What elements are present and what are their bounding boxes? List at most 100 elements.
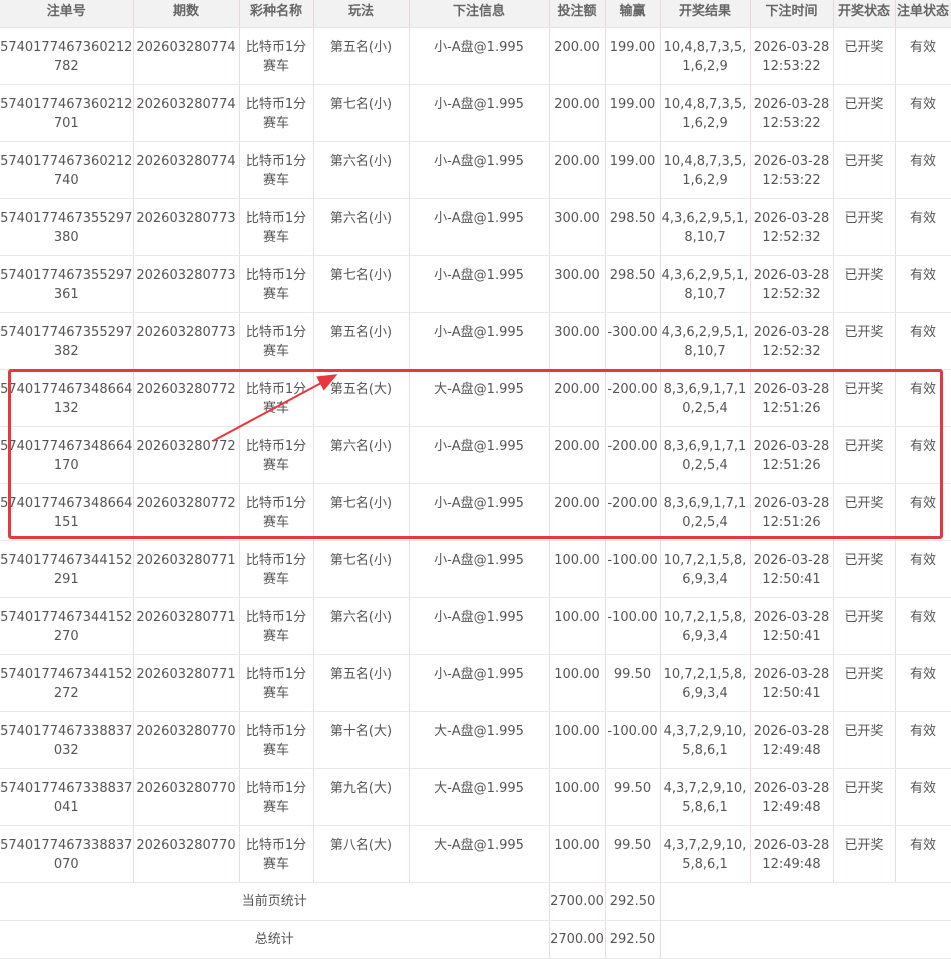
draw-result-cell: 10,4,8,7,3,5,1,6,2,9 bbox=[660, 84, 751, 142]
draw-result-cell: 4,3,7,2,9,10,5,8,6,1 bbox=[660, 711, 751, 769]
draw-result-cell: 4,3,6,2,9,5,1,8,10,7 bbox=[660, 255, 751, 313]
bet-time-cell: 2026-03-28 12:50:41 bbox=[750, 540, 834, 598]
period-cell: 202603280772 bbox=[133, 426, 240, 484]
column-header: 玩法 bbox=[313, 0, 410, 28]
table-row[interactable]: 5740177467348664132 202603280772 比特币1分赛车 第五… bbox=[0, 369, 951, 427]
bet-id-cell: 5740177467348664132 bbox=[0, 369, 134, 427]
lottery-name-cell: 比特币1分赛车 bbox=[239, 597, 314, 655]
period-cell: 202603280772 bbox=[133, 483, 240, 541]
lottery-name-cell: 比特币1分赛车 bbox=[239, 540, 314, 598]
draw-status-cell: 已开奖 bbox=[833, 27, 896, 85]
bet-time-cell: 2026-03-28 12:50:41 bbox=[750, 597, 834, 655]
bet-info-cell: 小-A盘@1.995 bbox=[409, 141, 550, 199]
bet-time-cell: 2026-03-28 12:53:22 bbox=[750, 84, 834, 142]
table-row[interactable]: 5740177467338837032 202603280770 比特币1分赛车 第十… bbox=[0, 711, 951, 769]
bet-info-cell: 大-A盘@1.995 bbox=[409, 711, 550, 769]
column-header: 期数 bbox=[133, 0, 240, 28]
lottery-name-cell: 比特币1分赛车 bbox=[239, 312, 314, 370]
lottery-name-cell: 比特币1分赛车 bbox=[239, 768, 314, 826]
bet-status-cell: 有效 bbox=[895, 825, 951, 883]
bet-amount-cell: 200.00 bbox=[549, 27, 606, 85]
draw-result-cell: 8,3,6,9,1,7,10,2,5,4 bbox=[660, 369, 751, 427]
bet-id-cell: 5740177467338837041 bbox=[0, 768, 134, 826]
period-cell: 202603280774 bbox=[133, 27, 240, 85]
column-header: 输赢 bbox=[605, 0, 661, 28]
bet-id-cell: 5740177467348664151 bbox=[0, 483, 134, 541]
table-row[interactable]: 5740177467338837041 202603280770 比特币1分赛车 第九… bbox=[0, 768, 951, 826]
play-type-cell: 第九名(大) bbox=[313, 768, 410, 826]
draw-result-cell: 4,3,6,2,9,5,1,8,10,7 bbox=[660, 198, 751, 256]
win-loss-cell: 199.00 bbox=[605, 27, 661, 85]
summary-profit: 292.50 bbox=[605, 920, 661, 959]
period-cell: 202603280773 bbox=[133, 312, 240, 370]
table-row[interactable]: 5740177467348664151 202603280772 比特币1分赛车 第七… bbox=[0, 483, 951, 541]
draw-result-cell: 4,3,6,2,9,5,1,8,10,7 bbox=[660, 312, 751, 370]
table-row[interactable]: 5740177467360212701 202603280774 比特币1分赛车 第七… bbox=[0, 84, 951, 142]
period-cell: 202603280774 bbox=[133, 141, 240, 199]
draw-status-cell: 已开奖 bbox=[833, 198, 896, 256]
win-loss-cell: -100.00 bbox=[605, 540, 661, 598]
summary-profit: 292.50 bbox=[605, 882, 661, 921]
period-cell: 202603280772 bbox=[133, 369, 240, 427]
bet-id-cell: 5740177467355297382 bbox=[0, 312, 134, 370]
play-type-cell: 第八名(大) bbox=[313, 825, 410, 883]
table-row[interactable]: 5740177467360212782 202603280774 比特币1分赛车 第五… bbox=[0, 27, 951, 85]
bet-time-cell: 2026-03-28 12:51:26 bbox=[750, 426, 834, 484]
draw-status-cell: 已开奖 bbox=[833, 141, 896, 199]
lottery-name-cell: 比特币1分赛车 bbox=[239, 198, 314, 256]
bet-info-cell: 小-A盘@1.995 bbox=[409, 597, 550, 655]
table-row[interactable]: 5740177467360212740 202603280774 比特币1分赛车 第六… bbox=[0, 141, 951, 199]
table-row[interactable]: 5740177467355297382 202603280773 比特币1分赛车 第五… bbox=[0, 312, 951, 370]
bet-time-cell: 2026-03-28 12:52:32 bbox=[750, 255, 834, 313]
draw-status-cell: 已开奖 bbox=[833, 825, 896, 883]
lottery-name-cell: 比特币1分赛车 bbox=[239, 27, 314, 85]
win-loss-cell: 298.50 bbox=[605, 255, 661, 313]
bet-status-cell: 有效 bbox=[895, 426, 951, 484]
table-row[interactable]: 5740177467355297361 202603280773 比特币1分赛车 第七… bbox=[0, 255, 951, 313]
bet-info-cell: 小-A盘@1.995 bbox=[409, 426, 550, 484]
bet-time-cell: 2026-03-28 12:53:22 bbox=[750, 141, 834, 199]
bet-info-cell: 大-A盘@1.995 bbox=[409, 825, 550, 883]
period-cell: 202603280771 bbox=[133, 654, 240, 712]
table-row[interactable]: 5740177467344152291 202603280771 比特币1分赛车 第七… bbox=[0, 540, 951, 598]
bet-id-cell: 5740177467355297361 bbox=[0, 255, 134, 313]
draw-status-cell: 已开奖 bbox=[833, 255, 896, 313]
period-cell: 202603280773 bbox=[133, 255, 240, 313]
bet-amount-cell: 200.00 bbox=[549, 483, 606, 541]
play-type-cell: 第六名(小) bbox=[313, 597, 410, 655]
bet-id-cell: 5740177467360212740 bbox=[0, 141, 134, 199]
play-type-cell: 第五名(小) bbox=[313, 312, 410, 370]
table-row[interactable]: 5740177467355297380 202603280773 比特币1分赛车 第六… bbox=[0, 198, 951, 256]
column-header: 开奖状态 bbox=[833, 0, 896, 28]
lottery-name-cell: 比特币1分赛车 bbox=[239, 84, 314, 142]
bet-status-cell: 有效 bbox=[895, 654, 951, 712]
bet-amount-cell: 100.00 bbox=[549, 711, 606, 769]
table-row[interactable]: 5740177467344152272 202603280771 比特币1分赛车 第五… bbox=[0, 654, 951, 712]
bet-time-cell: 2026-03-28 12:52:32 bbox=[750, 312, 834, 370]
table-row[interactable]: 5740177467338837070 202603280770 比特币1分赛车 第八… bbox=[0, 825, 951, 883]
draw-result-cell: 10,7,2,1,5,8,6,9,3,4 bbox=[660, 654, 751, 712]
bet-status-cell: 有效 bbox=[895, 198, 951, 256]
win-loss-cell: -200.00 bbox=[605, 369, 661, 427]
bet-info-cell: 大-A盘@1.995 bbox=[409, 768, 550, 826]
table-row[interactable]: 5740177467348664170 202603280772 比特币1分赛车 第六… bbox=[0, 426, 951, 484]
bet-id-cell: 5740177467338837032 bbox=[0, 711, 134, 769]
bet-info-cell: 小-A盘@1.995 bbox=[409, 483, 550, 541]
bet-amount-cell: 100.00 bbox=[549, 768, 606, 826]
bet-id-cell: 5740177467344152270 bbox=[0, 597, 134, 655]
draw-status-cell: 已开奖 bbox=[833, 312, 896, 370]
bet-time-cell: 2026-03-28 12:50:41 bbox=[750, 654, 834, 712]
column-header: 下注信息 bbox=[409, 0, 550, 28]
play-type-cell: 第五名(大) bbox=[313, 369, 410, 427]
draw-status-cell: 已开奖 bbox=[833, 483, 896, 541]
column-header: 投注额 bbox=[549, 0, 606, 28]
win-loss-cell: 99.50 bbox=[605, 825, 661, 883]
draw-result-cell: 8,3,6,9,1,7,10,2,5,4 bbox=[660, 483, 751, 541]
draw-result-cell: 8,3,6,9,1,7,10,2,5,4 bbox=[660, 426, 751, 484]
bet-amount-cell: 100.00 bbox=[549, 597, 606, 655]
table-row[interactable]: 5740177467344152270 202603280771 比特币1分赛车 第六… bbox=[0, 597, 951, 655]
summary-label: 总统计 bbox=[0, 920, 550, 959]
period-cell: 202603280770 bbox=[133, 768, 240, 826]
lottery-name-cell: 比特币1分赛车 bbox=[239, 483, 314, 541]
